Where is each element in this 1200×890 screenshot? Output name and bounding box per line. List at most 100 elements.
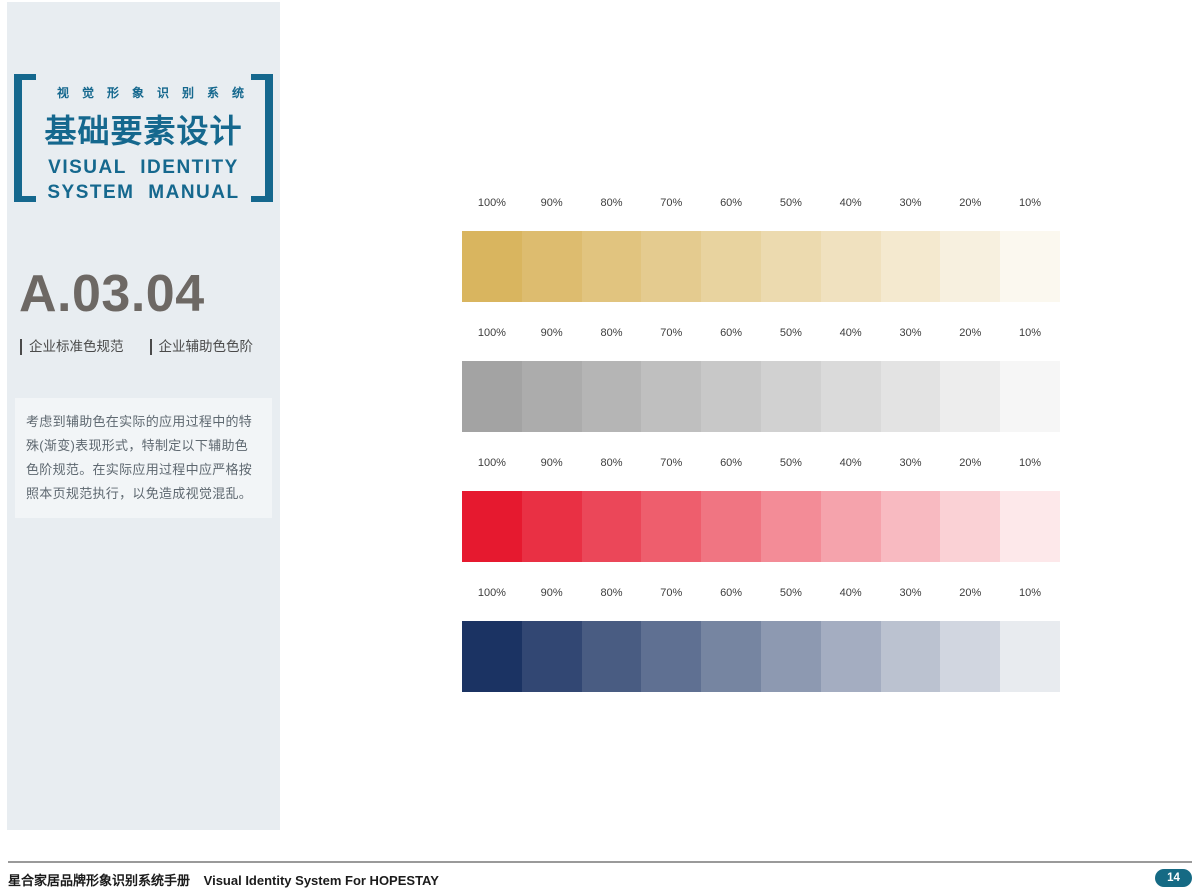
percent-label: 80% <box>600 327 623 339</box>
percent-label: 90% <box>540 457 563 469</box>
percent-label: 30% <box>899 197 922 209</box>
swatch-navy-50 <box>760 621 821 692</box>
swatch-gray-90 <box>521 361 582 432</box>
percent-label: 50% <box>779 587 802 599</box>
percent-label: 80% <box>600 197 623 209</box>
swatch-navy-10 <box>1000 621 1060 692</box>
percent-label: 60% <box>720 457 743 469</box>
swatch-red-20 <box>940 491 1001 562</box>
percent-label: 100% <box>477 457 506 469</box>
swatch-red-90 <box>521 491 582 562</box>
color-scale-row-navy: 100% 90% 80% 70% 60% 50% 40% 30% 20% 10% <box>462 587 1060 692</box>
swatch-gold-80 <box>581 231 642 302</box>
left-bracket-icon <box>14 74 40 202</box>
tint-bar-red <box>462 491 1060 562</box>
percent-label: 100% <box>477 197 506 209</box>
swatch-gold-90 <box>521 231 582 302</box>
percent-label: 70% <box>660 587 683 599</box>
footer-manual-title-cn: 星合家居品牌形象识别系统手册 <box>8 873 191 888</box>
percent-label: 70% <box>660 457 683 469</box>
percent-labels-navy: 100% 90% 80% 70% 60% 50% 40% 30% 20% 10% <box>462 587 1060 601</box>
percent-label: 90% <box>540 587 563 599</box>
swatch-gold-70 <box>641 231 702 302</box>
percent-label: 40% <box>839 197 862 209</box>
percent-label: 90% <box>540 327 563 339</box>
page-number-badge: 14 <box>1155 869 1192 887</box>
percent-label: 20% <box>959 197 982 209</box>
percent-label: 50% <box>779 197 802 209</box>
swatch-red-30 <box>880 491 941 562</box>
percent-labels-gold: 100% 90% 80% 70% 60% 50% 40% 30% 20% 10% <box>462 197 1060 211</box>
tint-bar-gold <box>462 231 1060 302</box>
swatch-gray-20 <box>940 361 1001 432</box>
percent-label: 20% <box>959 327 982 339</box>
sidebar-panel: 视觉形象识别系统 基础要素设计 VISUAL IDENTITY SYSTEM M… <box>7 2 280 830</box>
swatch-gold-50 <box>760 231 821 302</box>
percent-label: 20% <box>959 457 982 469</box>
percent-labels-gray: 100% 90% 80% 70% 60% 50% 40% 30% 20% 10% <box>462 327 1060 341</box>
percent-labels-red: 100% 90% 80% 70% 60% 50% 40% 30% 20% 10% <box>462 457 1060 471</box>
swatch-gray-10 <box>1000 361 1060 432</box>
percent-label: 10% <box>1019 197 1042 209</box>
percent-label: 70% <box>660 197 683 209</box>
section-code: A.03.04 <box>19 265 205 323</box>
percent-label: 10% <box>1019 587 1042 599</box>
swatch-navy-80 <box>581 621 642 692</box>
swatch-navy-30 <box>880 621 941 692</box>
percent-label: 50% <box>779 457 802 469</box>
swatch-red-10 <box>1000 491 1060 562</box>
swatch-red-70 <box>641 491 702 562</box>
section-subtitle-aux-color-steps: 企业辅助色色阶 <box>149 339 253 356</box>
tint-bar-navy <box>462 621 1060 692</box>
percent-label: 40% <box>839 457 862 469</box>
color-scales: 100% 90% 80% 70% 60% 50% 40% 30% 20% 10% 100% 90% 80… <box>462 197 1060 717</box>
swatch-gold-30 <box>880 231 941 302</box>
percent-label: 100% <box>477 587 506 599</box>
swatch-gray-80 <box>581 361 642 432</box>
footer-manual-title-en: Visual Identity System For HOPESTAY <box>203 873 439 888</box>
swatch-gold-10 <box>1000 231 1060 302</box>
swatch-red-80 <box>581 491 642 562</box>
footer-divider <box>8 861 1192 863</box>
brand-title-en-line1: VISUAL IDENTITY <box>48 157 239 178</box>
swatch-gold-20 <box>940 231 1001 302</box>
percent-label: 80% <box>600 457 623 469</box>
swatch-red-40 <box>820 491 881 562</box>
swatch-red-50 <box>760 491 821 562</box>
right-bracket-icon <box>247 74 273 202</box>
percent-label: 80% <box>600 587 623 599</box>
percent-label: 60% <box>720 327 743 339</box>
percent-label: 60% <box>720 587 743 599</box>
color-scale-row-gray: 100% 90% 80% 70% 60% 50% 40% 30% 20% 10% <box>462 327 1060 432</box>
section-subtitle-standard-color: 企业标准色规范 <box>20 339 124 356</box>
brand-title-cn: 基础要素设计 <box>44 113 243 149</box>
swatch-navy-70 <box>641 621 702 692</box>
percent-label: 60% <box>720 197 743 209</box>
percent-label: 100% <box>477 327 506 339</box>
percent-label: 30% <box>899 327 922 339</box>
brand-title-en-line2: SYSTEM MANUAL <box>47 181 240 202</box>
section-description: 考虑到辅助色在实际的应用过程中的特殊(渐变)表现形式，特制定以下辅助色色阶规范。… <box>15 398 272 519</box>
swatch-gray-50 <box>760 361 821 432</box>
percent-label: 30% <box>899 457 922 469</box>
percent-label: 50% <box>779 327 802 339</box>
swatch-gray-70 <box>641 361 702 432</box>
swatch-navy-20 <box>940 621 1001 692</box>
swatch-navy-100 <box>462 621 522 692</box>
swatch-gold-100 <box>462 231 522 302</box>
percent-label: 20% <box>959 587 982 599</box>
percent-label: 40% <box>839 587 862 599</box>
swatch-navy-60 <box>701 621 761 692</box>
swatch-gray-40 <box>820 361 881 432</box>
footer: 星合家居品牌形象识别系统手册 Visual Identity System Fo… <box>8 870 449 889</box>
percent-label: 10% <box>1019 327 1042 339</box>
color-scale-row-gold: 100% 90% 80% 70% 60% 50% 40% 30% 20% 10% <box>462 197 1060 302</box>
swatch-red-100 <box>462 491 522 562</box>
percent-label: 90% <box>540 197 563 209</box>
swatch-gold-60 <box>701 231 761 302</box>
swatch-gray-60 <box>701 361 761 432</box>
section-subtitles: 企业标准色规范 企业辅助色色阶 <box>20 339 253 356</box>
swatch-red-60 <box>701 491 761 562</box>
swatch-gray-30 <box>880 361 941 432</box>
swatch-navy-40 <box>820 621 881 692</box>
